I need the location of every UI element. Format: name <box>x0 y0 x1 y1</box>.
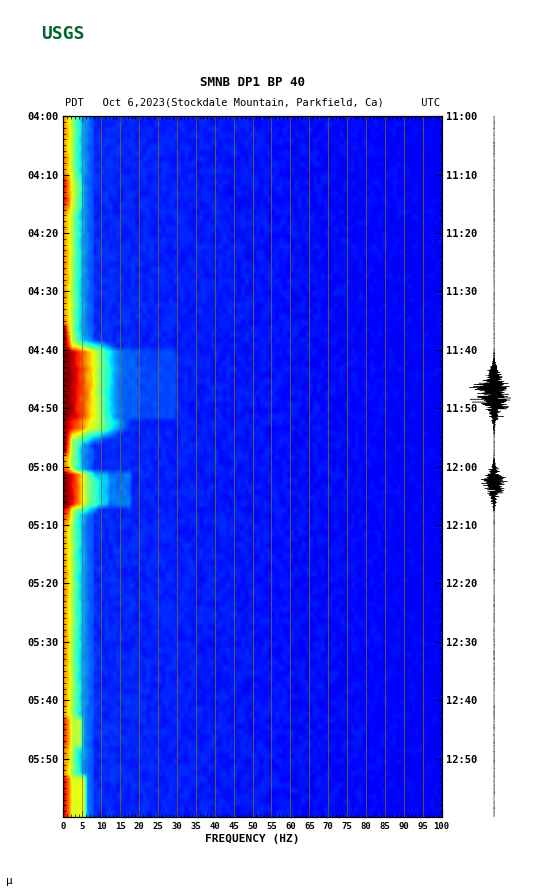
Text: μ: μ <box>6 876 12 886</box>
Text: SMNB DP1 BP 40: SMNB DP1 BP 40 <box>200 76 305 89</box>
Text: PDT   Oct 6,2023(Stockdale Mountain, Parkfield, Ca)      UTC: PDT Oct 6,2023(Stockdale Mountain, Parkf… <box>65 97 440 107</box>
X-axis label: FREQUENCY (HZ): FREQUENCY (HZ) <box>205 834 300 844</box>
Text: USGS: USGS <box>41 25 85 43</box>
